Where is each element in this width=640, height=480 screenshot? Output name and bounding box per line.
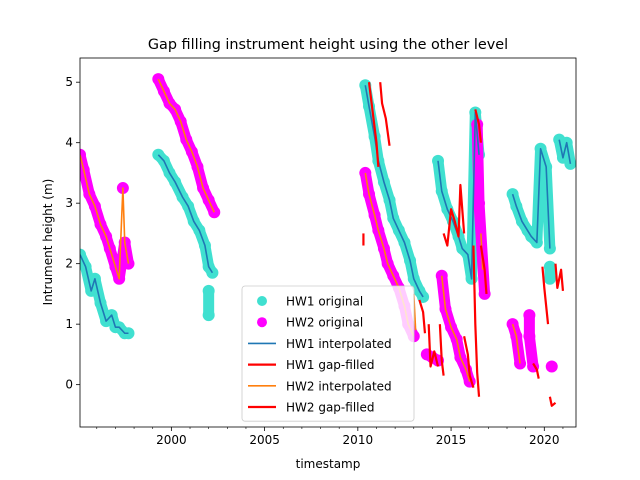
series-hw1-gap-filled (362, 82, 482, 397)
legend-label: HW2 interpolated (286, 379, 392, 393)
series-line (367, 82, 380, 167)
series-line (442, 183, 466, 247)
series-line (548, 396, 557, 407)
y-tick-label: 4 (65, 136, 73, 150)
series-line (463, 336, 475, 389)
y-tick-label: 2 (65, 257, 73, 271)
series-hw2-gap-filled (418, 245, 565, 407)
x-tick-label: 2010 (343, 433, 374, 447)
legend-item: HW2 original (257, 316, 363, 330)
legend-item: HW1 original (257, 295, 363, 309)
chart-title: Gap filling instrument height using the … (148, 37, 508, 53)
y-axis-label: Intrument height (m) (41, 179, 55, 306)
legend-marker (257, 296, 267, 306)
legend-item: HW2 interpolated (248, 379, 392, 393)
series-line (157, 78, 215, 213)
legend-item: HW1 interpolated (248, 337, 392, 351)
y-axis: 0 1 2 3 4 5 (65, 75, 80, 392)
legend-item: HW1 gap-filled (248, 358, 374, 372)
series-line (80, 254, 129, 335)
plot-area (80, 73, 576, 407)
y-tick-label: 1 (65, 317, 73, 331)
series-line (364, 85, 424, 298)
y-tick-label: 0 (65, 378, 73, 392)
series-hw1-interpolated (80, 85, 572, 335)
x-tick-label: 2015 (436, 433, 467, 447)
series-line (479, 245, 488, 295)
series-line (379, 82, 391, 146)
x-axis-label: timestamp (296, 457, 361, 471)
data-point (545, 360, 558, 373)
legend-label: HW1 gap-filled (286, 358, 374, 372)
series-line (157, 154, 214, 274)
series-line (418, 299, 427, 334)
series-line (472, 245, 481, 397)
series-line (541, 266, 550, 325)
legend-marker (257, 317, 267, 328)
legend: HW1 original HW2 original HW1 interpolated… (241, 285, 415, 422)
axes-frame (79, 57, 577, 428)
x-tick-label: 2005 (249, 433, 280, 447)
series-line (437, 111, 480, 280)
x-tick-label: 2000 (156, 433, 187, 447)
legend-label: HW1 original (286, 295, 363, 309)
legend-label: HW2 gap-filled (286, 401, 374, 415)
series-line (474, 109, 482, 143)
series-line (554, 263, 565, 291)
series-line (438, 324, 445, 376)
x-axis: 2000 2005 2010 2015 2020 (96, 427, 564, 447)
y-tick-label: 3 (65, 196, 73, 210)
y-tick-label: 5 (65, 75, 73, 89)
x-tick-label: 2020 (529, 433, 560, 447)
series-line (80, 154, 130, 280)
legend-item: HW2 gap-filled (248, 401, 374, 415)
series-line (440, 275, 471, 382)
legend-label: HW2 original (286, 316, 363, 330)
series-line (558, 139, 572, 164)
point-cluster (523, 309, 539, 373)
legend-box (241, 285, 415, 422)
series-line (511, 147, 551, 249)
series-line (532, 362, 540, 379)
legend-label: HW1 interpolated (286, 337, 392, 351)
series-line (511, 323, 521, 364)
series-line (427, 324, 440, 368)
